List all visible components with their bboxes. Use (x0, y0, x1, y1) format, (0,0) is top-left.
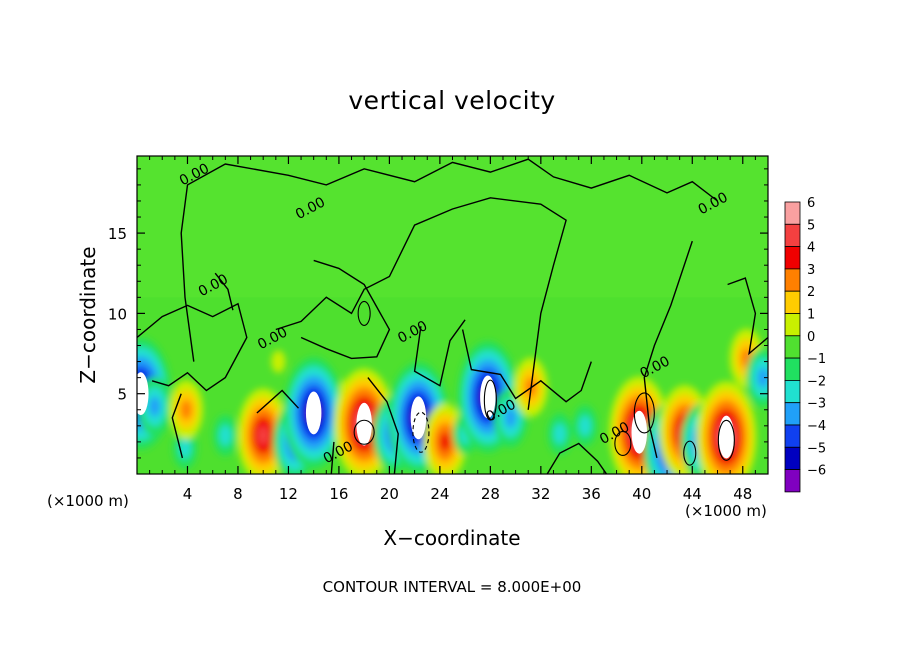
colorbar-swatch (784, 246, 801, 270)
contour-loop (353, 419, 375, 445)
colorbar-swatch (784, 223, 801, 248)
colorbar-label: 3 (807, 263, 815, 278)
x-tick-label: 36 (582, 485, 601, 503)
colorbar-label: −3 (807, 397, 826, 412)
colorbar-swatch (784, 357, 801, 381)
cell-15-core (480, 375, 496, 419)
contour-line (171, 393, 184, 459)
contour-loop (683, 440, 697, 466)
x-tick-label: 40 (632, 485, 651, 503)
contour-line (367, 377, 399, 474)
contour-line (461, 329, 592, 403)
x-tick-label: 12 (279, 485, 298, 503)
contour-loop (412, 411, 430, 453)
y-axis-label: Z−coordinate (76, 246, 100, 384)
cell-10-core (356, 402, 372, 446)
x-tick-label: 16 (329, 485, 348, 503)
colorbar-swatch (784, 290, 801, 314)
x-unit-right: (×1000 m) (685, 502, 767, 520)
y-tick-label: 10 (108, 305, 127, 323)
cell-5-level (258, 426, 269, 445)
colorbar-label: 2 (807, 285, 815, 300)
colorbar-swatch (784, 469, 801, 493)
colorbar-swatch (784, 424, 801, 448)
colorbar-swatch (784, 379, 801, 404)
contour-loop (614, 430, 632, 457)
cell-18-level (553, 423, 566, 445)
contour-loop (717, 419, 735, 461)
cell-26-level (757, 367, 768, 388)
contour-line (180, 158, 718, 362)
contour-line (546, 442, 608, 474)
x-tick-label: 48 (733, 485, 752, 503)
contour-line (137, 302, 248, 392)
contour-line (413, 319, 466, 387)
colorbar-label: −2 (807, 374, 826, 389)
cell-4-level (219, 425, 232, 446)
contour-line (256, 389, 300, 414)
chart-title: vertical velocity (348, 86, 556, 115)
contour-line (330, 441, 335, 474)
colorbar-label: 5 (807, 218, 815, 233)
x-tick-label: 32 (531, 485, 550, 503)
cell-24-core (718, 415, 735, 459)
cell-16-level (504, 407, 517, 428)
contour-loop (633, 392, 655, 434)
contour-line (643, 240, 693, 459)
cell-3-level (180, 399, 192, 420)
x-tick-label: 44 (683, 485, 702, 503)
x-tick-label: 20 (380, 485, 399, 503)
y-tick-label: 15 (108, 225, 127, 243)
cell-6-level (271, 350, 286, 373)
colorbar-label: 6 (807, 196, 815, 211)
contour-line (214, 272, 234, 311)
contour-line (300, 259, 391, 360)
colorbar-swatch (784, 402, 801, 426)
colorbar-swatch (784, 335, 801, 359)
cell-13-level (439, 432, 451, 452)
cell-12-core (410, 396, 427, 440)
zero-contours (137, 158, 768, 474)
contour-interval-note: CONTOUR INTERVAL = 8.000E+00 (322, 578, 582, 596)
cell-1-level (149, 396, 161, 417)
cell-8-core (305, 391, 322, 435)
colorbar-swatch (784, 446, 801, 470)
x-tick-label: 24 (430, 485, 449, 503)
x-tick-label: 8 (233, 485, 243, 503)
x-unit-left: (×1000 m) (47, 492, 129, 510)
velocity-cells (137, 328, 768, 474)
cell-20-core (631, 410, 648, 454)
plot-area: 0.000.000.000.000.000.000.000.000.000.00 (137, 156, 768, 474)
y-tick-label: 5 (117, 386, 127, 404)
colorbar-swatch (784, 201, 801, 225)
colorbar-label: 0 (807, 330, 815, 345)
colorbar-label: 4 (807, 241, 815, 256)
colorbar-swatch (784, 313, 801, 337)
upper-band (137, 156, 768, 298)
colorbar-label: −5 (807, 441, 826, 456)
x-tick-label: 4 (183, 485, 193, 503)
contour-line (275, 197, 567, 410)
x-axis-label: X−coordinate (383, 526, 521, 550)
cell-19-level (578, 415, 592, 437)
colorbar-label: −6 (807, 464, 826, 479)
contour-loop (483, 379, 497, 421)
colorbar-label: −1 (807, 352, 826, 367)
colorbar-label: −4 (807, 419, 826, 434)
contour-loop (357, 300, 371, 326)
colorbar-label: 1 (807, 308, 815, 323)
contour-line (727, 277, 768, 356)
x-tick-label: 28 (481, 485, 500, 503)
colorbar-swatch (784, 268, 801, 292)
